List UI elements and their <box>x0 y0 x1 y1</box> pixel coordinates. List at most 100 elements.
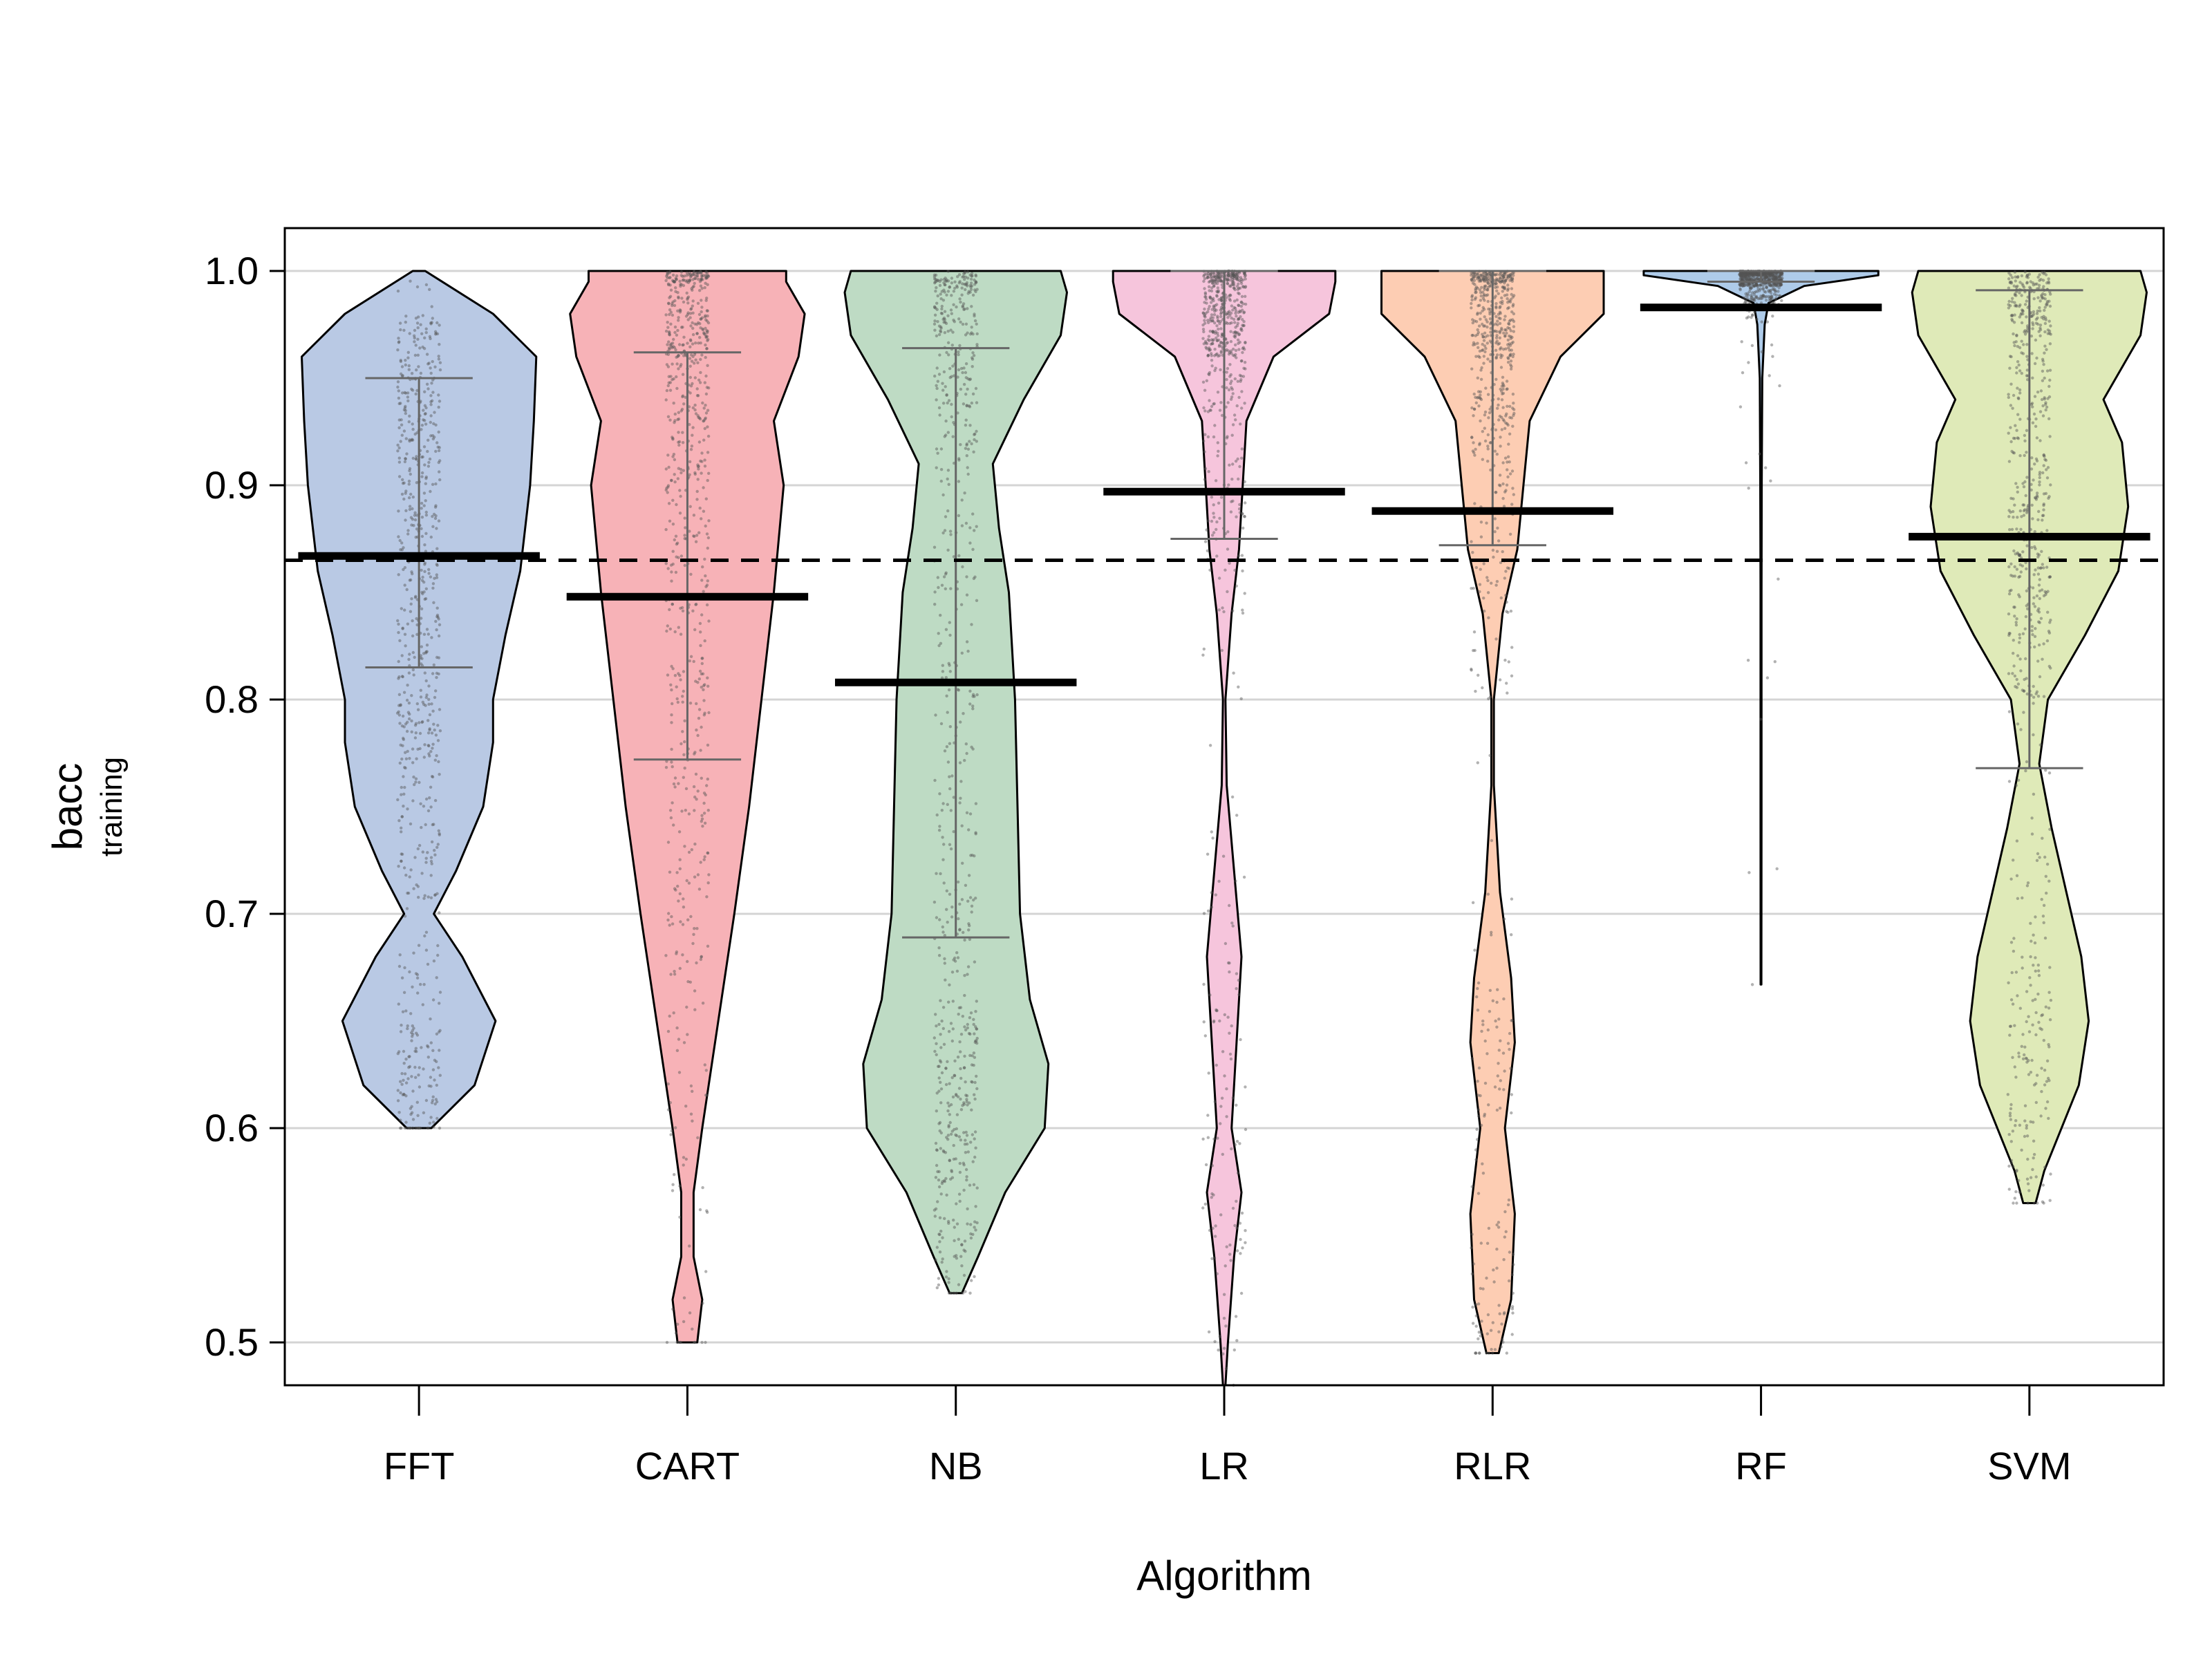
data-point <box>1743 274 1746 277</box>
data-point <box>946 270 950 273</box>
data-point <box>666 270 669 274</box>
data-point <box>410 387 413 391</box>
data-point <box>701 1302 704 1305</box>
data-point <box>964 1250 967 1253</box>
data-point <box>971 854 974 857</box>
data-point <box>1237 286 1241 290</box>
data-point <box>1499 312 1502 315</box>
data-point <box>2032 684 2035 688</box>
data-point <box>676 355 679 359</box>
data-point <box>1499 301 1502 304</box>
data-point <box>937 1065 940 1069</box>
data-point <box>1217 273 1221 276</box>
data-point <box>939 722 944 726</box>
data-point <box>408 970 411 974</box>
data-point <box>1231 272 1235 276</box>
data-point <box>2019 527 2023 531</box>
data-point <box>955 285 959 289</box>
data-point <box>2044 1005 2047 1009</box>
data-point <box>2044 401 2047 404</box>
data-point <box>1499 317 1502 321</box>
data-point <box>438 708 442 711</box>
data-point <box>1218 1019 1221 1023</box>
data-point <box>1230 280 1235 284</box>
data-point <box>1230 278 1235 281</box>
data-point <box>1479 535 1483 538</box>
data-point <box>398 1126 402 1130</box>
data-point <box>1237 291 1240 295</box>
data-point <box>966 276 970 280</box>
data-point <box>957 368 961 372</box>
data-point <box>1225 386 1228 390</box>
data-point <box>1240 554 1244 557</box>
data-point <box>422 897 426 900</box>
data-point <box>1215 520 1219 524</box>
data-point <box>1509 337 1512 340</box>
data-point <box>944 978 947 982</box>
data-point <box>416 1126 420 1130</box>
data-point <box>1231 609 1235 612</box>
data-point <box>1483 277 1488 281</box>
data-point <box>2007 271 2011 275</box>
data-point <box>1234 348 1238 353</box>
data-point <box>1470 435 1474 439</box>
data-point <box>1762 273 1765 276</box>
data-point <box>1501 418 1505 422</box>
data-point <box>1507 306 1510 310</box>
data-point <box>969 854 973 857</box>
data-point <box>1753 271 1756 274</box>
data-point <box>971 357 975 361</box>
data-point <box>435 615 439 619</box>
data-point <box>946 1060 949 1064</box>
data-point <box>1474 565 1478 570</box>
data-point <box>1494 336 1499 339</box>
data-point <box>939 1131 944 1135</box>
data-point <box>704 1094 708 1097</box>
data-point <box>933 590 937 594</box>
data-point <box>974 1025 977 1029</box>
data-point <box>2046 590 2050 593</box>
data-point <box>1229 349 1233 353</box>
data-point <box>973 1130 977 1134</box>
data-point <box>1511 393 1515 396</box>
data-point <box>682 897 685 901</box>
data-points <box>664 270 711 1344</box>
data-point <box>1501 354 1504 357</box>
data-point <box>1738 283 1741 286</box>
data-point <box>971 1080 974 1084</box>
data-point <box>942 288 946 292</box>
data-point <box>1473 502 1477 505</box>
data-point <box>1242 272 1246 276</box>
data-point <box>938 1121 942 1125</box>
data-point <box>1499 1079 1502 1082</box>
data-point <box>424 422 428 426</box>
data-point <box>1499 596 1503 600</box>
data-point <box>705 895 709 899</box>
data-point <box>1774 275 1777 279</box>
data-point <box>937 1076 941 1080</box>
data-point <box>704 281 707 285</box>
data-point <box>422 491 427 495</box>
data-point <box>1486 460 1490 463</box>
data-point <box>2043 1083 2047 1087</box>
data-point <box>406 391 410 395</box>
data-point <box>695 274 699 278</box>
data-point <box>1234 273 1238 276</box>
data-point <box>1495 1000 1499 1004</box>
data-point <box>400 675 404 678</box>
data-point <box>1772 284 1776 288</box>
data-point <box>1207 307 1210 311</box>
data-point <box>2020 371 2023 375</box>
data-point <box>1226 961 1230 965</box>
data-point <box>960 1243 964 1247</box>
data-point <box>691 609 695 612</box>
data-point <box>707 873 711 877</box>
data-point <box>420 590 424 594</box>
violin-shape <box>301 270 538 1130</box>
data-point <box>399 328 402 332</box>
data-point <box>693 1340 697 1344</box>
data-point <box>972 1183 976 1187</box>
data-point <box>2029 984 2032 987</box>
data-point <box>2014 624 2018 627</box>
data-point <box>412 673 415 677</box>
